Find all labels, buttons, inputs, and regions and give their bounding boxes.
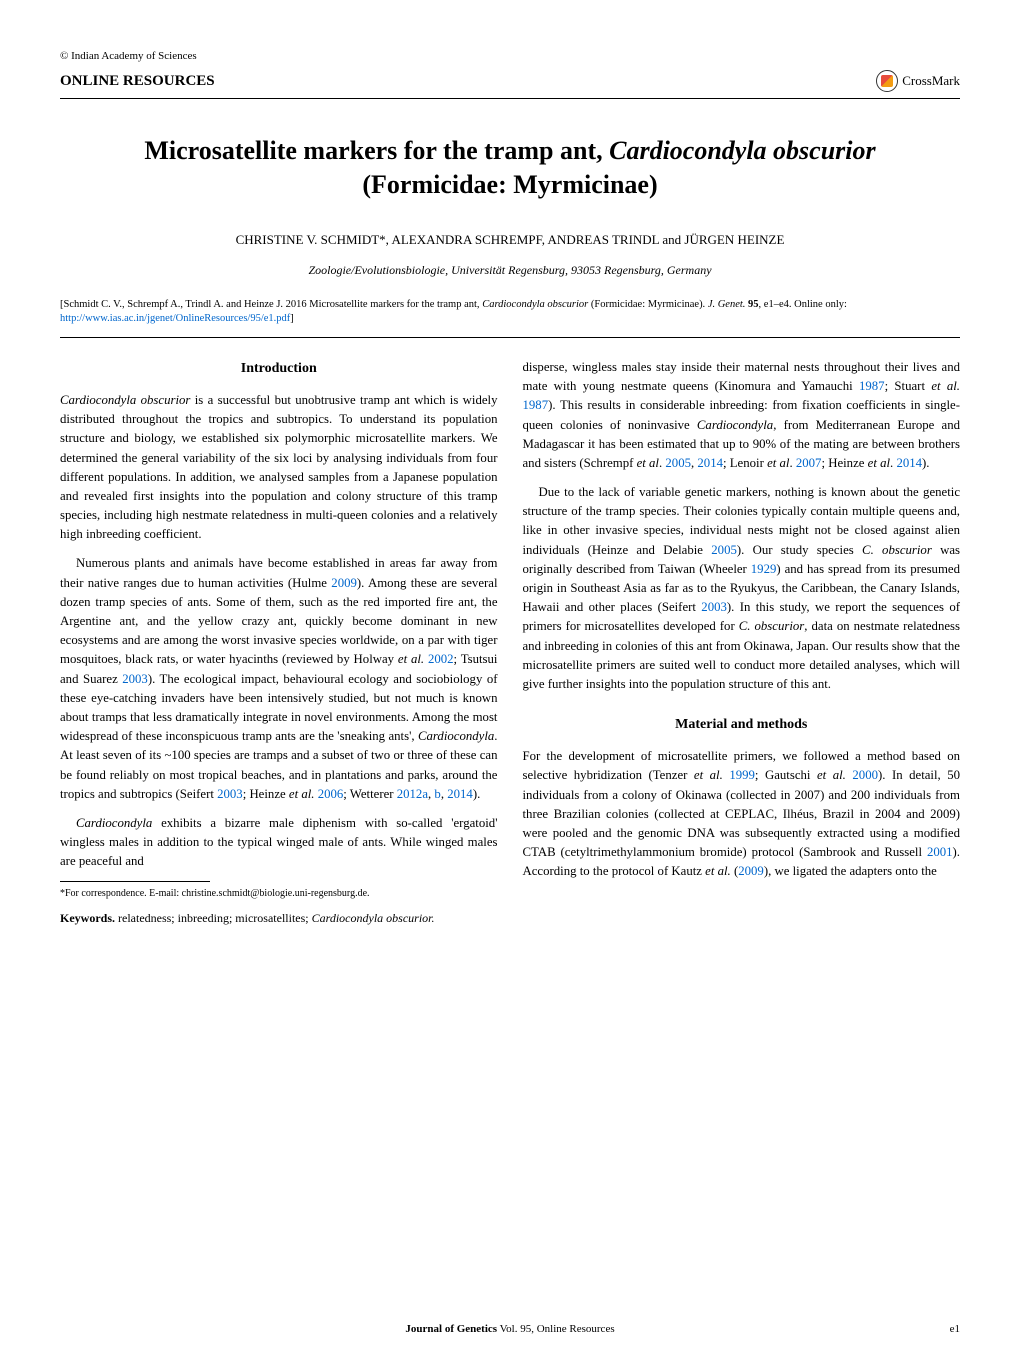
citation-text1: [Schmidt C. V., Schrempf A., Trindl A. a… — [60, 299, 482, 310]
crossmark-icon — [876, 70, 898, 92]
crossmark-inner-icon — [881, 75, 893, 87]
footnote-divider — [60, 881, 210, 882]
title-italic: Cardiocondyla obscurior — [609, 136, 876, 165]
left-column: Introduction Cardiocondyla obscurior is … — [60, 358, 498, 928]
keywords-line: Keywords. relatedness; inbreeding; micro… — [60, 909, 498, 927]
crossmark-label: CrossMark — [902, 73, 960, 89]
footer-center: Journal of Genetics Vol. 95, Online Reso… — [405, 1323, 614, 1335]
intro-para3: Cardiocondyla exhibits a bizarre male di… — [60, 814, 498, 872]
copyright-text: © Indian Academy of Sciences — [60, 50, 960, 62]
keywords-italic: Cardiocondyla obscurior. — [312, 911, 435, 925]
col2-para2: Due to the lack of variable genetic mark… — [523, 483, 961, 694]
citation-text4: , e1–e4. Online only: — [759, 299, 847, 310]
citation-bold: 95 — [748, 299, 759, 310]
citation-italic2: J. Genet. — [708, 299, 746, 310]
section-header: ONLINE RESOURCES — [60, 73, 215, 90]
citation-text2: (Formicidae: Myrmicinae). — [588, 299, 708, 310]
intro-para1: Cardiocondyla obscurior is a successful … — [60, 391, 498, 545]
col2-para1: disperse, wingless males stay inside the… — [523, 358, 961, 473]
citation-link[interactable]: http://www.ias.ac.in/jgenet/OnlineResour… — [60, 313, 290, 324]
citation-block: [Schmidt C. V., Schrempf A., Trindl A. a… — [60, 298, 960, 338]
correspondence-footnote: *For correspondence. E-mail: christine.s… — [60, 886, 498, 901]
right-column: disperse, wingless males stay inside the… — [523, 358, 961, 928]
methods-para1: For the development of microsatellite pr… — [523, 747, 961, 881]
title-part1: Microsatellite markers for the tramp ant… — [144, 136, 609, 165]
affiliation: Zoologie/Evolutionsbiologie, Universität… — [60, 263, 960, 278]
citation-text5: ] — [290, 313, 294, 324]
keywords-text: relatedness; inbreeding; microsatellites… — [115, 911, 312, 925]
article-title: Microsatellite markers for the tramp ant… — [60, 134, 960, 202]
intro-para2: Numerous plants and animals have become … — [60, 554, 498, 803]
citation-italic1: Cardiocondyla obscurior — [482, 299, 588, 310]
keywords-label: Keywords. — [60, 911, 115, 925]
title-part2: (Formicidae: Myrmicinae) — [362, 170, 657, 199]
methods-title: Material and methods — [523, 714, 961, 735]
footer-page-number: e1 — [950, 1323, 960, 1335]
header-row: ONLINE RESOURCES CrossMark — [60, 70, 960, 99]
content-columns: Introduction Cardiocondyla obscurior is … — [60, 358, 960, 928]
page-footer: Journal of Genetics Vol. 95, Online Reso… — [60, 1323, 960, 1335]
crossmark-badge[interactable]: CrossMark — [876, 70, 960, 92]
authors-list: CHRISTINE V. SCHMIDT*, ALEXANDRA SCHREMP… — [60, 232, 960, 248]
introduction-title: Introduction — [60, 358, 498, 379]
